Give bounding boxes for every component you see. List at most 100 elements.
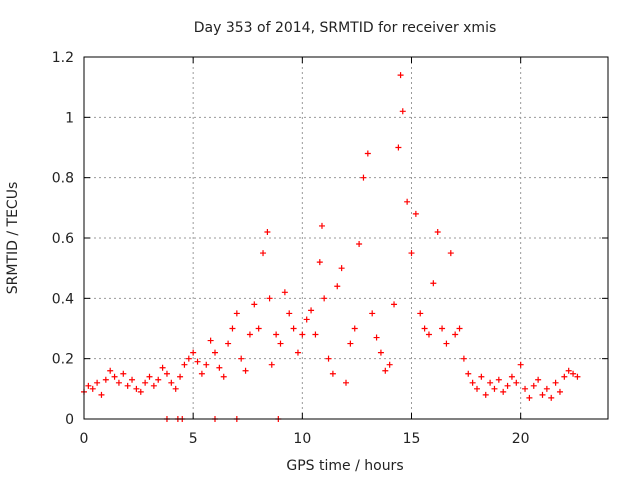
data-point [194,358,201,365]
data-point [273,331,280,338]
y-tick-label: 0.8 [52,171,74,187]
data-point [207,337,214,344]
x-tick-label: 20 [512,431,530,447]
data-point [286,310,293,317]
data-point [142,379,149,386]
data-point [417,310,424,317]
data-point [85,382,92,389]
data-point [447,250,454,257]
data-point [316,259,323,266]
data-point [238,355,245,362]
data-point [159,364,166,371]
data-point [168,379,175,386]
data-point [443,340,450,347]
data-point [570,370,577,377]
data-point [294,349,301,356]
data-point [146,373,153,380]
data-point [526,394,533,401]
data-point [395,144,402,151]
data-point [129,376,136,383]
data-point [212,349,218,356]
data-point [535,376,542,383]
data-point [430,280,437,287]
data-point [181,361,188,368]
data-point [565,367,572,374]
data-point [172,385,179,392]
data-point [517,361,524,368]
data-point [487,379,494,386]
data-point [290,325,297,332]
data-point [530,382,537,389]
data-point [111,373,118,380]
y-tick-label: 1.2 [52,50,74,66]
data-point [561,373,568,380]
data-point [329,370,336,377]
data-point [356,241,363,248]
y-tick-label: 0.4 [52,291,74,307]
x-tick-label: 0 [80,431,89,447]
data-point [325,355,332,362]
data-point [137,388,144,395]
data-point [120,370,127,377]
data-point [513,379,520,386]
data-point [203,361,210,368]
data-point [421,325,428,332]
data-point [434,228,441,235]
chart-title: Day 353 of 2014, SRMTID for receiver xmi… [194,20,497,36]
tick-layer: 0 0.2 0.4 0.6 0.8 1 1.2 0 5 10 15 20 [52,50,608,447]
data-point [255,325,262,332]
data-point [412,210,419,217]
data-point [155,376,162,383]
data-point [318,222,325,229]
data-point [460,355,467,362]
data-point [190,349,197,356]
data-point [177,373,184,380]
data-point [102,376,109,383]
data-points [81,72,581,422]
data-point [439,325,446,332]
y-tick-label: 0.2 [52,352,74,368]
data-point [397,72,404,79]
data-point [478,373,485,380]
data-point [308,307,315,314]
data-point [260,250,267,257]
x-tick-label: 10 [293,431,311,447]
y-tick-label: 1 [65,110,74,126]
data-point [268,361,275,368]
data-point [343,379,349,386]
data-point [351,325,358,332]
data-point [338,265,345,272]
data-point [266,295,273,302]
data-point [491,385,498,392]
data-point [281,289,288,296]
data-point [124,382,131,389]
data-point [391,301,398,308]
data-point [94,379,101,386]
data-point [233,310,240,317]
data-point [469,379,476,386]
data-point [246,331,253,338]
data-point [543,385,550,392]
data-point [399,108,406,115]
data-point [456,325,463,332]
data-point [404,198,411,205]
data-point [115,379,122,386]
data-point [264,228,271,235]
data-point [408,250,415,257]
x-axis-label: GPS time / hours [286,458,403,474]
data-point [504,382,511,389]
data-point [508,373,515,380]
data-point [482,391,489,398]
data-point [303,316,310,323]
data-point [229,325,236,332]
data-point [548,394,555,401]
data-point [369,310,376,317]
data-point [574,373,581,380]
y-tick-label: 0 [65,412,74,428]
grid-layer [84,57,608,419]
data-point [386,361,393,368]
y-axis-label: SRMTID / TECUs [5,182,21,295]
data-point [373,334,380,341]
data-point [377,349,384,356]
data-point [474,385,480,392]
